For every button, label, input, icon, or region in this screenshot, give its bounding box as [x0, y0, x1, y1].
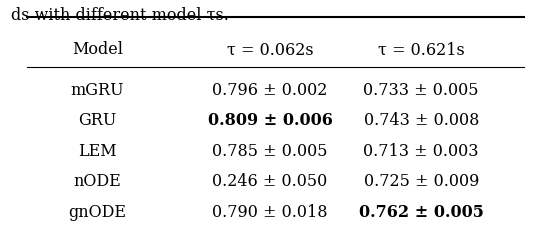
- Text: ds with different model τs.: ds with different model τs.: [11, 7, 228, 24]
- Text: nODE: nODE: [73, 173, 121, 190]
- Text: 0.785 ± 0.005: 0.785 ± 0.005: [212, 142, 328, 159]
- Text: 0.713 ± 0.003: 0.713 ± 0.003: [363, 142, 479, 159]
- Text: LEM: LEM: [78, 142, 117, 159]
- Text: 0.246 ± 0.050: 0.246 ± 0.050: [212, 173, 328, 190]
- Text: 0.809 ± 0.006: 0.809 ± 0.006: [207, 112, 333, 129]
- Text: 0.743 ± 0.008: 0.743 ± 0.008: [363, 112, 479, 129]
- Text: 0.796 ± 0.002: 0.796 ± 0.002: [212, 81, 328, 99]
- Text: 0.725 ± 0.009: 0.725 ± 0.009: [363, 173, 479, 190]
- Text: mGRU: mGRU: [70, 81, 124, 99]
- Text: 0.790 ± 0.018: 0.790 ± 0.018: [212, 203, 328, 220]
- Text: 0.733 ± 0.005: 0.733 ± 0.005: [363, 81, 479, 99]
- Text: τ = 0.062s: τ = 0.062s: [227, 41, 313, 58]
- Text: gnODE: gnODE: [68, 203, 126, 220]
- Text: 0.762 ± 0.005: 0.762 ± 0.005: [359, 203, 484, 220]
- Text: Model: Model: [72, 41, 123, 58]
- Text: τ = 0.621s: τ = 0.621s: [378, 41, 464, 58]
- Text: GRU: GRU: [78, 112, 117, 129]
